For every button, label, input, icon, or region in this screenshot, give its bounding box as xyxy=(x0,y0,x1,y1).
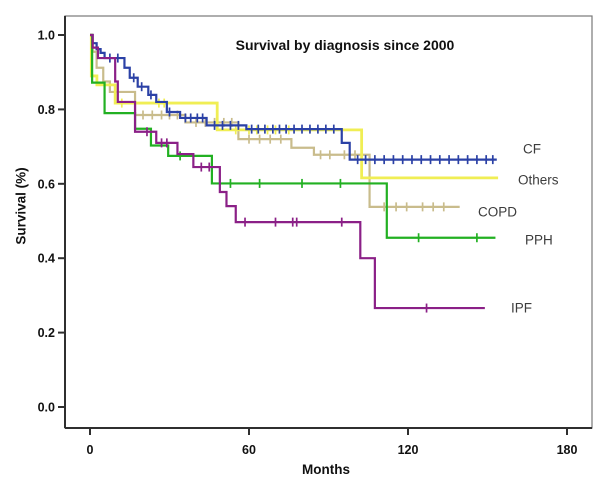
curve-others xyxy=(89,33,499,180)
curve-ipf xyxy=(90,33,485,310)
x-tick-label: 180 xyxy=(557,443,578,457)
y-tick-label: 0.8 xyxy=(38,103,55,117)
y-axis-label: Survival (%) xyxy=(13,167,29,245)
y-tick-label: 1.0 xyxy=(38,29,55,43)
curve-cf xyxy=(90,33,497,161)
y-tick-label: 0.0 xyxy=(38,401,55,415)
series-label-pph: PPH xyxy=(525,233,553,248)
curve-copd xyxy=(90,33,460,208)
series-label-copd: COPD xyxy=(478,205,517,220)
y-tick-label: 0.2 xyxy=(38,326,55,340)
x-tick-label: 120 xyxy=(398,443,419,457)
series-label-others: Others xyxy=(518,173,559,188)
x-axis-label: Months xyxy=(302,462,350,477)
x-tick-label: 60 xyxy=(242,443,256,457)
series-label-cf: CF xyxy=(523,142,541,157)
y-tick-label: 0.6 xyxy=(38,177,55,191)
x-tick-label: 0 xyxy=(87,443,94,457)
chart-title: Survival by diagnosis since 2000 xyxy=(235,37,455,53)
y-tick-label: 0.4 xyxy=(38,252,55,266)
series-label-ipf: IPF xyxy=(511,301,532,316)
curve-pph xyxy=(90,33,496,239)
